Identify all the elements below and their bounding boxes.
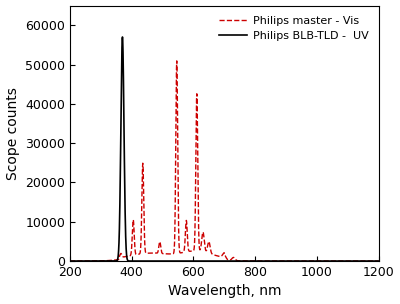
Philips master - Vis [254,259,259,263]
Y-axis label: Scope counts: Scope counts [6,87,20,180]
Philips BLB-TLD -  UV [356,259,361,263]
Philips master - Vis [214,254,218,257]
Philips master - Vis [356,259,361,263]
Philips BLB-TLD -  UV [144,259,149,263]
Line: Philips BLB-TLD -  UV: Philips BLB-TLD - UV [70,37,378,261]
Philips BLB-TLD -  UV [214,259,218,263]
Philips BLB-TLD -  UV [180,259,184,263]
Philips master - Vis [288,259,293,263]
Philips BLB-TLD -  UV [68,259,72,263]
Philips master - Vis [174,59,179,63]
Philips BLB-TLD -  UV [376,259,381,263]
Philips master - Vis [68,259,72,263]
Philips master - Vis [144,251,149,255]
Philips BLB-TLD -  UV [288,259,293,263]
Philips BLB-TLD -  UV [254,259,259,263]
Philips BLB-TLD -  UV [266,259,270,263]
X-axis label: Wavelength, nm: Wavelength, nm [168,285,281,299]
Philips BLB-TLD -  UV [120,35,125,39]
Philips master - Vis [266,259,270,263]
Philips master - Vis [376,259,381,263]
Legend: Philips master - Vis, Philips BLB-TLD -  UV: Philips master - Vis, Philips BLB-TLD - … [215,11,373,46]
Line: Philips master - Vis: Philips master - Vis [70,61,378,261]
